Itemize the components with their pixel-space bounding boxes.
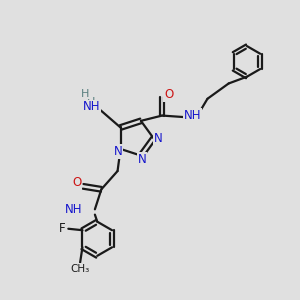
Text: NH: NH: [65, 203, 82, 216]
Text: H: H: [87, 97, 95, 107]
Text: F: F: [58, 222, 65, 235]
Text: N: N: [138, 153, 147, 166]
Text: NH: NH: [184, 109, 202, 122]
Text: N: N: [154, 132, 162, 145]
Text: CH₃: CH₃: [70, 264, 90, 274]
Text: O: O: [164, 88, 173, 101]
Text: O: O: [72, 176, 81, 189]
Text: NH: NH: [82, 100, 100, 113]
Text: N: N: [114, 145, 122, 158]
Text: H: H: [81, 88, 89, 99]
